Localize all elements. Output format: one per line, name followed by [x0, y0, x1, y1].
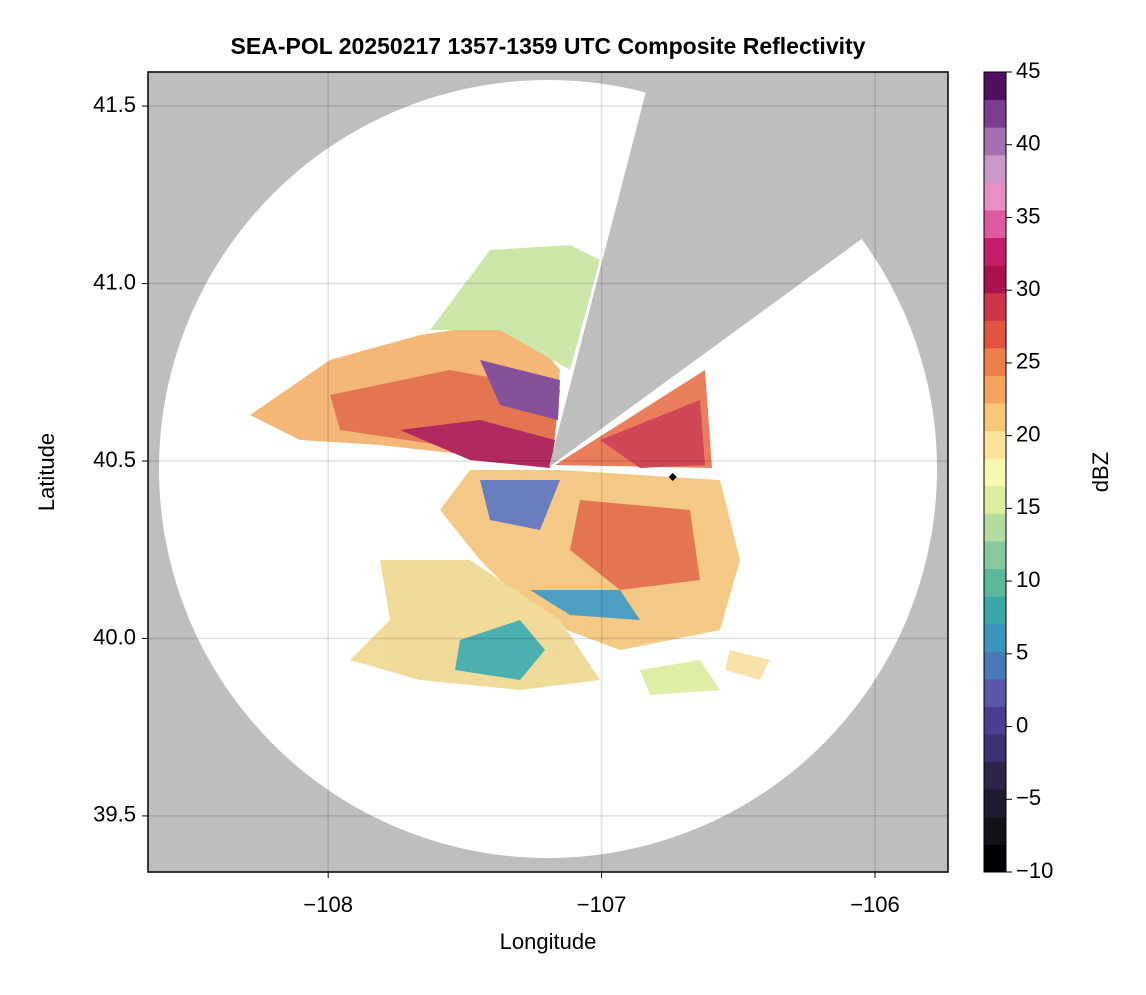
colorbar-tick-label: 15: [1016, 494, 1040, 519]
echo-region: [480, 360, 560, 420]
colorbar-band: [984, 403, 1006, 432]
colorbar-band: [984, 568, 1006, 597]
colorbar-frame: [983, 71, 1007, 873]
colorbar-band: [984, 485, 1006, 514]
x-axis-label: Longitude: [500, 929, 597, 954]
colorbar-tick-label: 45: [1016, 58, 1040, 83]
plot-area: [148, 72, 948, 872]
colorbar-tick-label: 25: [1016, 349, 1040, 374]
y-axis-label: Latitude: [34, 433, 59, 511]
colorbar-band: [984, 265, 1006, 294]
y-tick-label: 41.5: [93, 92, 136, 117]
colorbar-band: [984, 513, 1006, 542]
colorbar-tick-label: 5: [1016, 640, 1028, 665]
echo-region: [530, 590, 640, 620]
colorbar-tick-label: 35: [1016, 203, 1040, 228]
colorbar-band: [984, 292, 1006, 321]
colorbar-label: dBZ: [1088, 452, 1113, 492]
echo-region: [480, 480, 560, 530]
colorbar-band: [984, 596, 1006, 625]
colorbar-band: [984, 761, 1006, 790]
chart-title: SEA-POL 20250217 1357-1359 UTC Composite…: [231, 33, 866, 59]
x-tick-label: −108: [303, 892, 353, 917]
echo-region: [400, 420, 555, 468]
colorbar-tick-label: −5: [1016, 785, 1041, 810]
colorbar-band: [984, 623, 1006, 652]
colorbar-tick-label: 0: [1016, 712, 1028, 737]
colorbar-band: [984, 651, 1006, 680]
colorbar-band: [984, 99, 1006, 128]
y-tick-label: 40.0: [93, 624, 136, 649]
colorbar-band: [984, 706, 1006, 735]
echo-region: [570, 500, 700, 590]
x-tick-label: −106: [850, 892, 900, 917]
colorbar-band: [984, 127, 1006, 156]
colorbar-band: [984, 458, 1006, 487]
colorbar-tick-label: 10: [1016, 567, 1040, 592]
colorbar-band: [984, 209, 1006, 239]
colorbar-tick-label: −10: [1016, 858, 1053, 883]
colorbar-tick-label: 20: [1016, 421, 1040, 446]
colorbar-band: [984, 789, 1006, 818]
x-tick-label: −107: [577, 892, 627, 917]
echo-region: [430, 245, 600, 370]
colorbar-band: [984, 430, 1006, 459]
colorbar-band: [984, 816, 1006, 845]
colorbar-band: [984, 154, 1006, 183]
colorbar-tick-label: 30: [1016, 276, 1040, 301]
blocked-sector: [549, 72, 948, 467]
grid: [148, 72, 948, 872]
colorbar-band: [984, 844, 1006, 873]
echo-region: [640, 660, 720, 695]
y-tick-label: 41.0: [93, 269, 136, 294]
y-tick-label: 39.5: [93, 802, 136, 827]
plot-frame: [147, 71, 949, 873]
colorbar-band: [984, 320, 1006, 349]
colorbar-band: [984, 237, 1006, 266]
colorbar-band: [984, 678, 1006, 707]
colorbar-band: [984, 347, 1006, 376]
colorbar-band: [984, 375, 1006, 404]
colorbar-tick-label: 40: [1016, 131, 1040, 156]
radar-echoes: [250, 245, 770, 695]
colorbar-band: [984, 734, 1006, 763]
colorbar-band: [984, 540, 1006, 570]
echo-region: [725, 650, 770, 680]
colorbar-band: [984, 72, 1006, 101]
echo-region: [455, 620, 545, 680]
echo-region: [600, 400, 705, 468]
marker: [668, 472, 677, 481]
colorbar-band: [984, 182, 1006, 211]
y-tick-label: 40.5: [93, 447, 136, 472]
